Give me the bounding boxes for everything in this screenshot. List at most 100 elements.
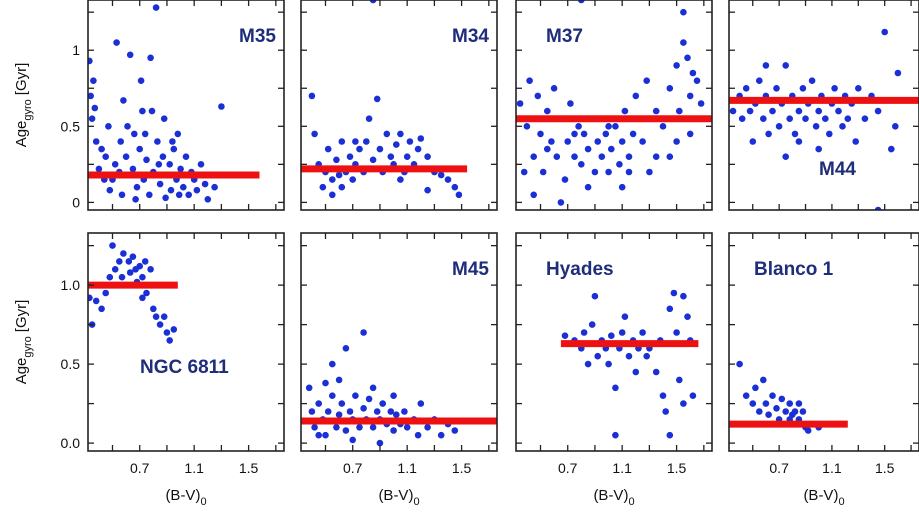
data-point	[874, 206, 882, 210]
data-point	[553, 153, 561, 160]
panel-blanco-1: 0.7 1.1 1.5 Blanco 1	[728, 232, 919, 476]
y-axis-label: Agegyro[Gyr]	[13, 300, 34, 385]
data-point	[139, 294, 146, 302]
data-point	[160, 115, 168, 122]
data-point	[795, 400, 803, 407]
data-point	[401, 408, 408, 415]
data-point	[170, 326, 178, 333]
data-point	[584, 145, 592, 153]
panel-m35: 0 0.5 1 M35	[61, 0, 285, 211]
data-points	[729, 28, 902, 210]
data-point	[548, 138, 555, 145]
data-point	[92, 138, 100, 145]
data-point	[676, 376, 683, 384]
data-point	[791, 408, 799, 415]
data-point	[778, 395, 786, 403]
data-point	[567, 100, 574, 107]
panel-frame	[300, 232, 498, 452]
data-point	[424, 186, 431, 194]
panel-label: NGC 6811	[140, 357, 229, 378]
data-point	[639, 329, 646, 336]
x-tick-label: 1.5	[239, 460, 259, 476]
data-point	[329, 360, 336, 368]
data-point	[403, 153, 411, 160]
data-point	[760, 115, 767, 122]
x-tick-label: 1.1	[397, 460, 417, 476]
data-point	[120, 97, 127, 104]
panel-label: M35	[239, 26, 276, 47]
data-point	[156, 180, 164, 188]
data-point	[352, 138, 359, 145]
panel-frame	[515, 0, 713, 211]
data-point	[98, 145, 105, 153]
x-axis-label: (B-V)0	[593, 487, 634, 508]
data-point	[588, 321, 596, 328]
data-point	[684, 313, 691, 321]
data-point	[752, 384, 759, 392]
data-point	[116, 258, 123, 265]
data-point	[136, 145, 143, 153]
data-point	[598, 153, 606, 160]
data-point	[756, 408, 763, 415]
data-point	[782, 153, 789, 160]
x-tick-label: 1.1	[822, 460, 842, 476]
data-point	[621, 107, 629, 115]
data-point	[571, 153, 578, 160]
data-point	[106, 186, 114, 194]
data-point	[102, 289, 109, 297]
data-point	[147, 266, 154, 273]
x-axis-label: (B-V)0	[378, 487, 419, 508]
data-point	[148, 107, 156, 115]
data-point	[308, 92, 316, 100]
data-point	[335, 411, 343, 419]
data-point	[397, 176, 404, 183]
data-point	[118, 273, 126, 281]
data-point	[539, 168, 547, 176]
data-point	[159, 153, 167, 160]
data-point	[894, 69, 902, 77]
data-point	[625, 153, 633, 160]
data-points	[305, 329, 459, 447]
data-point	[749, 400, 757, 407]
data-point	[92, 297, 100, 305]
data-point	[786, 400, 793, 407]
data-point	[786, 115, 793, 122]
data-point	[329, 176, 336, 183]
data-point	[122, 153, 130, 160]
data-point	[113, 39, 120, 46]
data-point	[773, 405, 780, 412]
data-point	[139, 107, 146, 115]
data-point	[417, 400, 425, 407]
x-tick-label: 0.7	[769, 460, 789, 476]
data-point	[137, 77, 145, 84]
panel-ngc-6811: 0.0 0.5 1.0 0.7 1.1 1.5 NGC 6811	[61, 232, 285, 476]
data-point	[204, 196, 212, 203]
data-point	[773, 85, 780, 92]
data-point	[676, 107, 683, 115]
data-point	[782, 408, 789, 415]
data-point	[795, 138, 803, 145]
data-point	[369, 384, 377, 392]
data-point	[163, 329, 171, 336]
data-point	[369, 156, 377, 164]
data-point	[618, 329, 626, 336]
data-point	[673, 62, 680, 69]
data-point	[120, 250, 127, 257]
data-point	[652, 368, 660, 376]
data-point	[170, 145, 178, 153]
data-point	[305, 384, 313, 392]
x-tick-label: 0.7	[343, 460, 363, 476]
data-point	[95, 165, 103, 173]
data-point	[762, 62, 770, 69]
data-point	[632, 92, 640, 100]
data-point	[815, 145, 822, 153]
data-point	[686, 130, 694, 138]
data-point	[594, 352, 601, 360]
data-point	[799, 408, 807, 415]
panel-label: Blanco 1	[754, 259, 834, 280]
data-point	[808, 77, 816, 84]
data-point	[129, 165, 137, 173]
x-tick-label: 1.5	[667, 460, 687, 476]
data-point	[666, 85, 674, 92]
data-point	[530, 191, 537, 199]
